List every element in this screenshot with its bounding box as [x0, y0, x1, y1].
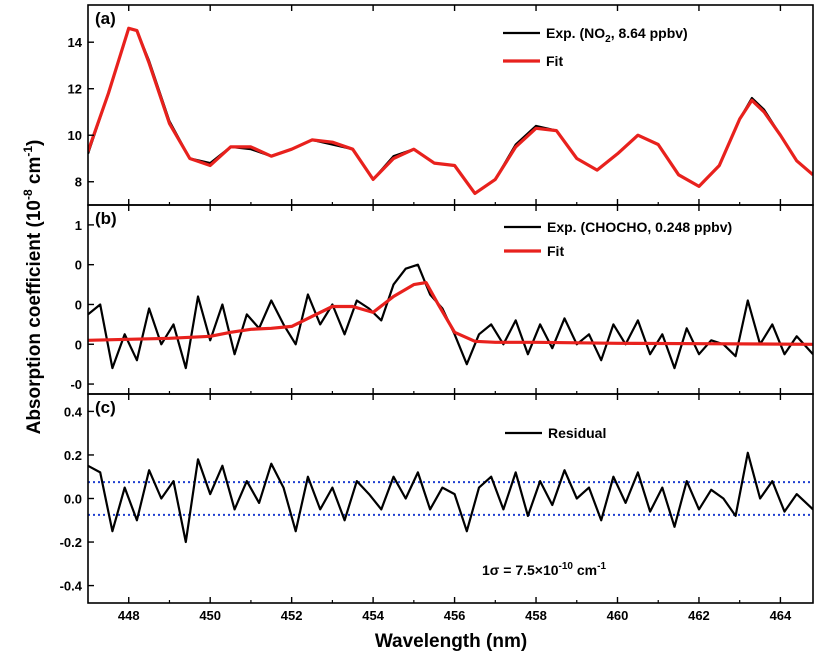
panel-c-sigma-annotation: 1σ = 7.5×10-10 cm-1 — [482, 561, 606, 578]
x-tick-label-2: 452 — [281, 608, 303, 623]
y-axis-title-unit: cm — [24, 157, 45, 190]
panel-c: 448 450 452 454 456 458 460 462 464 -0.4 -0.2 0.0 0.… — [60, 393, 814, 623]
panel-b-y-tick-label-0: -0 — [70, 377, 82, 392]
x-tick-label-0: 448 — [118, 608, 140, 623]
panel-b: -0 0 0 0 1 (b) Exp. (CHOCHO, 0.248 ppbv) Fit — [70, 204, 814, 395]
panel-a-y-tick-label-1: 10 — [68, 128, 82, 143]
x-tick-label-4: 456 — [444, 608, 466, 623]
panel-c-frame — [87, 393, 814, 604]
panel-c-y-tick-label-3: 0.2 — [64, 448, 82, 463]
panel-b-y-tick-label-3: 0 — [75, 258, 82, 273]
x-tick-label-5: 458 — [525, 608, 547, 623]
panel-b-y-tick-label-4: 1 — [75, 218, 82, 233]
panel-c-y-axis: -0.4 -0.2 0.0 0.2 0.4 — [60, 404, 94, 594]
panel-a-legend: Exp. (NO2, 8.64 ppbv) Fit — [503, 25, 688, 69]
panel-a-legend-exp-subscript: 2 — [605, 34, 611, 45]
panel-c-legend: Residual — [505, 425, 606, 441]
panel-a-frame — [87, 4, 814, 206]
panel-c-sigma-exp: -10 — [559, 561, 574, 572]
x-tick-label-1: 450 — [199, 608, 221, 623]
panel-a-series-exp-line — [88, 27, 813, 195]
panel-c-y-tick-label-1: -0.2 — [60, 535, 82, 550]
y-axis-title-exp: -8 — [21, 189, 35, 200]
panel-b-legend: Exp. (CHOCHO, 0.248 ppbv) Fit — [504, 219, 732, 259]
panel-c-sigma-unit: cm — [573, 562, 597, 578]
panel-b-y-tick-label-2: 0 — [75, 297, 82, 312]
panel-a-y-tick-label-2: 12 — [68, 82, 82, 97]
panel-a-legend-exp-label: Exp. (NO2, 8.64 ppbv) — [546, 25, 688, 45]
panel-a-legend-fit-label: Fit — [546, 53, 563, 69]
panel-a-y-tick-label-3: 14 — [68, 35, 83, 50]
panel-a-legend-exp-suffix: , 8.64 ppbv) — [611, 25, 688, 41]
panel-a-series-fit-line — [88, 26, 813, 195]
y-axis-title-unit-exp: -1 — [21, 146, 35, 157]
panel-c-sigma-unit-exp: -1 — [597, 561, 606, 572]
panel-b-letter: (b) — [95, 209, 117, 228]
y-axis-title-main: Absorption coefficient (10 — [24, 200, 45, 434]
panel-c-y-tick-label-2: 0.0 — [64, 492, 82, 507]
panel-b-series-fit-line — [88, 281, 813, 346]
panel-a-legend-exp-prefix: Exp. (NO — [546, 25, 605, 41]
panel-a-letter: (a) — [95, 9, 116, 28]
panel-b-y-axis: -0 0 0 0 1 — [70, 218, 94, 392]
panel-b-legend-fit-label: Fit — [547, 243, 564, 259]
x-tick-label-3: 454 — [362, 608, 384, 623]
y-axis-title: Absorption coefficient (10-8 cm-1) — [21, 140, 45, 435]
panel-c-y-tick-label-0: -0.4 — [60, 579, 83, 594]
panel-c-series-exp-line — [88, 451, 813, 544]
panel-c-sigma-prefix: 1σ = 7.5×10 — [482, 562, 559, 578]
panel-a: 8 10 12 14 (a) Exp. (NO2, 8.64 ppbv) Fit — [68, 4, 814, 206]
x-tick-label-7: 462 — [688, 608, 710, 623]
panel-b-legend-exp-label: Exp. (CHOCHO, 0.248 ppbv) — [547, 219, 732, 235]
panel-b-series-exp-line — [88, 263, 813, 370]
x-axis-title: Wavelength (nm) — [375, 631, 527, 652]
x-tick-label-6: 460 — [607, 608, 629, 623]
y-axis-title-close: ) — [24, 140, 45, 146]
panel-a-y-axis: 8 10 12 14 — [68, 35, 94, 190]
panel-c-legend-residual-label: Residual — [548, 425, 606, 441]
panel-a-y-tick-label-0: 8 — [75, 175, 82, 190]
x-tick-label-8: 464 — [770, 608, 792, 623]
panel-b-y-tick-label-1: 0 — [75, 337, 82, 352]
panel-c-x-axis: 448 450 452 454 456 458 460 462 464 — [118, 394, 792, 623]
panel-c-y-tick-label-4: 0.4 — [64, 404, 83, 419]
panel-c-letter: (c) — [95, 398, 116, 417]
